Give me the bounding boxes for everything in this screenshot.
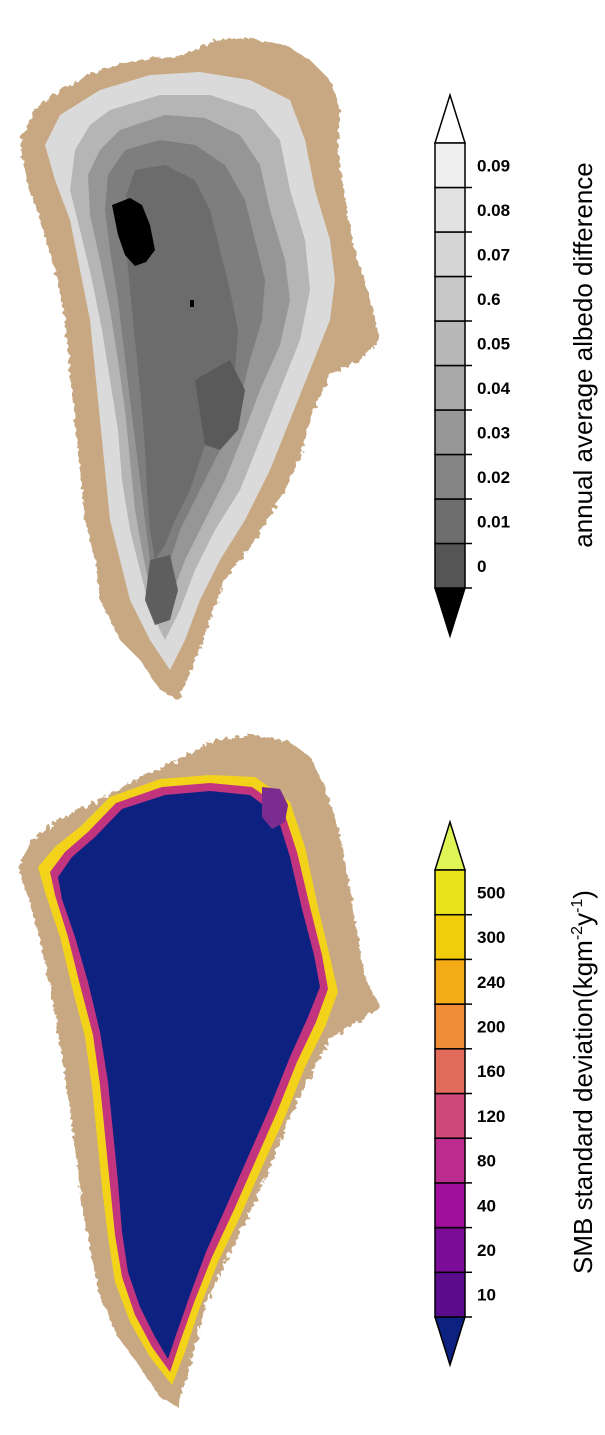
- smb-colorbar-tick-label: 240: [477, 973, 505, 992]
- smb-colorbar-segment: [434, 1003, 466, 1050]
- smb-colorbar-tick-label: 20: [477, 1241, 496, 1260]
- albedo-colorbar-over-triangle: [433, 92, 467, 144]
- albedo-colorbar-under-triangle: [433, 587, 467, 639]
- smb-colorbar-tick-label: 10: [477, 1286, 496, 1305]
- albedo-colorbar-segment: [434, 320, 466, 367]
- smb-colorbar-segment: [434, 1182, 466, 1229]
- smb-colorbar-title: SMB standard deviation(kgm-2y-1): [568, 890, 598, 1274]
- smb-colorbar-segment: [434, 1226, 466, 1274]
- smb-stddev-panel: 10 20 40 80 120 160 200 240 300 500 SMB standard …: [0, 717, 605, 1435]
- albedo-colorbar-tick-label: 0.05: [477, 334, 510, 353]
- albedo-colorbar-tick-label: 0.01: [477, 512, 510, 531]
- albedo-colorbar-tick-label: 0.04: [477, 379, 511, 398]
- albedo-colorbar-tick-label: 0.02: [477, 468, 510, 487]
- ice-contour-5: [125, 165, 238, 560]
- albedo-map-svg: 0 0.01 0.02 0.03 0.04 0.05 0.6 0.07 0.08 0.09 ann…: [20, 38, 598, 700]
- albedo-colorbar-tick-label: 0: [477, 557, 486, 576]
- smb-colorbar-tick-label: 300: [477, 928, 505, 947]
- albedo-colorbar-tick-label: 0.03: [477, 423, 510, 442]
- albedo-colorbar-tick-label: 0.08: [477, 201, 510, 220]
- albedo-under-range-speck: [190, 300, 194, 307]
- smb-colorbar-tick-label: 160: [477, 1062, 505, 1081]
- smb-colorbar-segment: [434, 1271, 466, 1318]
- smb-colorbar-segment: [434, 1137, 466, 1184]
- smb-colorbar-tick-label: 120: [477, 1107, 505, 1126]
- albedo-colorbar-segment: [434, 409, 466, 456]
- smb-colorbar-segment: [434, 1048, 466, 1095]
- smb-colorbar-segment: [434, 913, 466, 961]
- albedo-colorbar-segment: [434, 231, 466, 278]
- albedo-colorbar-tick-label: 0.09: [477, 156, 510, 175]
- smb-colorbar-segment: [434, 958, 466, 1005]
- smb-colorbar-tick-label: 40: [477, 1196, 496, 1215]
- ice-contour-6: [195, 360, 245, 450]
- smb-colorbar-under-triangle: [433, 1316, 467, 1368]
- smb-ne-purple-patch: [262, 787, 288, 829]
- albedo-colorbar-tick-label: 0.07: [477, 245, 510, 264]
- albedo-colorbar-segment: [434, 453, 466, 500]
- albedo-colorbar-segment: [434, 186, 466, 233]
- smb-colorbar-tick-label: 200: [477, 1017, 505, 1036]
- albedo-colorbar-segment: [434, 142, 466, 189]
- albedo-colorbar-segment: [434, 275, 466, 322]
- albedo-colorbar-segment: [434, 542, 466, 589]
- albedo-under-range-region: [112, 198, 155, 266]
- smb-ice-interior: [58, 791, 320, 1359]
- albedo-colorbar: 0 0.01 0.02 0.03 0.04 0.05 0.6 0.07 0.08 0.09: [433, 92, 511, 639]
- smb-colorbar-tick-label: 80: [477, 1152, 496, 1171]
- smb-map-svg: 10 20 40 80 120 160 200 240 300 500 SMB standard …: [18, 735, 598, 1407]
- smb-colorbar: 10 20 40 80 120 160 200 240 300 500: [433, 819, 505, 1368]
- smb-colorbar-over-triangle: [433, 819, 467, 871]
- albedo-colorbar-segment: [434, 364, 466, 411]
- smb-colorbar-segment: [434, 869, 466, 916]
- smb-colorbar-tick-label: 500: [477, 883, 505, 902]
- smb-colorbar-segment: [434, 1092, 466, 1139]
- albedo-colorbar-segment: [434, 498, 466, 545]
- ice-contour-7: [145, 555, 178, 625]
- albedo-colorbar-tick-label: 0.6: [477, 290, 501, 309]
- albedo-colorbar-title: annual average albedo difference: [568, 162, 598, 548]
- albedo-difference-panel: 0 0.01 0.02 0.03 0.04 0.05 0.6 0.07 0.08 0.09 ann…: [0, 0, 605, 717]
